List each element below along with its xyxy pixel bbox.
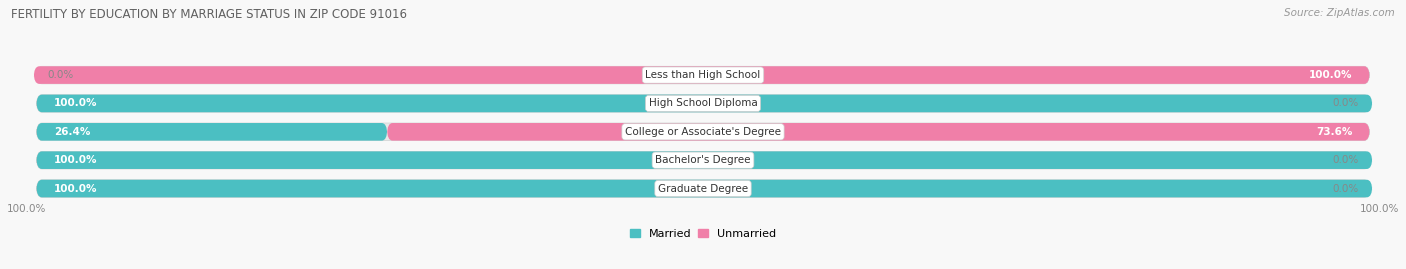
Text: 26.4%: 26.4% xyxy=(53,127,90,137)
FancyBboxPatch shape xyxy=(37,151,1372,169)
Text: High School Diploma: High School Diploma xyxy=(648,98,758,108)
FancyBboxPatch shape xyxy=(37,123,1369,141)
Text: 100.0%: 100.0% xyxy=(1309,70,1353,80)
FancyBboxPatch shape xyxy=(37,95,1372,112)
Text: 100.0%: 100.0% xyxy=(1360,204,1399,214)
FancyBboxPatch shape xyxy=(37,95,1369,112)
Text: 0.0%: 0.0% xyxy=(1333,155,1358,165)
Text: Bachelor's Degree: Bachelor's Degree xyxy=(655,155,751,165)
Text: Source: ZipAtlas.com: Source: ZipAtlas.com xyxy=(1284,8,1395,18)
FancyBboxPatch shape xyxy=(37,180,1369,197)
FancyBboxPatch shape xyxy=(387,123,1369,141)
Text: Graduate Degree: Graduate Degree xyxy=(658,183,748,193)
FancyBboxPatch shape xyxy=(37,180,1372,197)
FancyBboxPatch shape xyxy=(37,151,1369,169)
FancyBboxPatch shape xyxy=(34,66,1369,84)
Text: Less than High School: Less than High School xyxy=(645,70,761,80)
Text: FERTILITY BY EDUCATION BY MARRIAGE STATUS IN ZIP CODE 91016: FERTILITY BY EDUCATION BY MARRIAGE STATU… xyxy=(11,8,408,21)
Text: 0.0%: 0.0% xyxy=(48,70,73,80)
FancyBboxPatch shape xyxy=(37,66,1369,84)
Text: 0.0%: 0.0% xyxy=(1333,98,1358,108)
Text: 100.0%: 100.0% xyxy=(7,204,46,214)
Text: 100.0%: 100.0% xyxy=(53,155,97,165)
Legend: Married, Unmarried: Married, Unmarried xyxy=(630,229,776,239)
Text: College or Associate's Degree: College or Associate's Degree xyxy=(626,127,780,137)
FancyBboxPatch shape xyxy=(37,123,387,141)
Text: 73.6%: 73.6% xyxy=(1316,127,1353,137)
Text: 100.0%: 100.0% xyxy=(53,183,97,193)
Text: 0.0%: 0.0% xyxy=(1333,183,1358,193)
Text: 100.0%: 100.0% xyxy=(53,98,97,108)
